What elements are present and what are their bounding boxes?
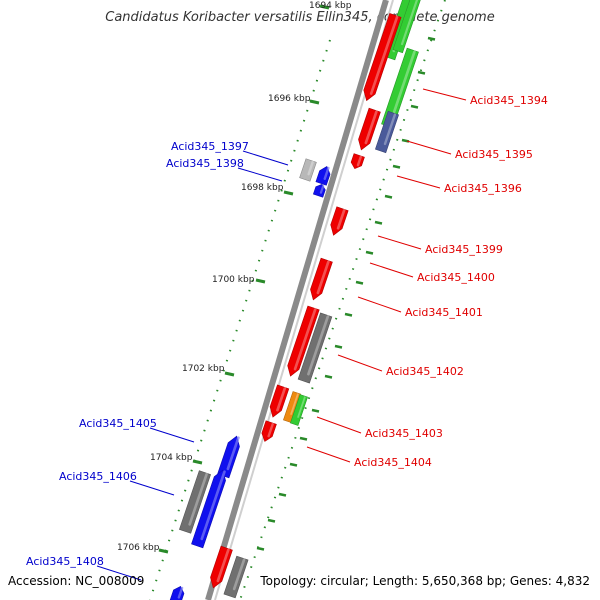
gene-label-right[interactable]: Acid345_1395 bbox=[455, 148, 533, 161]
track-dash bbox=[410, 104, 419, 109]
gene-arrow-lower bbox=[210, 545, 233, 589]
gene-arrow-Acid345-1401 bbox=[287, 305, 320, 377]
accession-text: Accession: NC_008009 bbox=[8, 574, 145, 588]
label-leader-line bbox=[396, 175, 441, 189]
label-leader-line bbox=[306, 446, 351, 463]
gene-label-right[interactable]: Acid345_1402 bbox=[386, 365, 464, 378]
green-feature bbox=[392, 0, 421, 54]
track-dash bbox=[384, 194, 393, 199]
track-dash bbox=[355, 280, 364, 285]
scale-tick-label: 1706 kbp bbox=[117, 543, 160, 553]
scale-tick bbox=[158, 548, 169, 554]
label-leader-line bbox=[96, 565, 142, 581]
track-dash bbox=[344, 312, 353, 317]
scale-tick-label: 1698 kbp bbox=[241, 183, 284, 193]
gene-label-right[interactable]: Acid345_1394 bbox=[470, 94, 548, 107]
label-leader-line bbox=[369, 262, 414, 278]
gene-label-right[interactable]: Acid345_1404 bbox=[354, 456, 432, 469]
gene-label-left[interactable]: Acid345_1398 bbox=[166, 157, 244, 170]
gene-arrow-Acid345-1399 bbox=[330, 206, 349, 236]
left-dotted-track bbox=[149, 39, 331, 600]
label-leader-line bbox=[357, 296, 402, 313]
gene-arrow-Acid345-1404 bbox=[261, 420, 277, 442]
scale-tick bbox=[319, 4, 330, 10]
gene-label-left[interactable]: Acid345_1406 bbox=[59, 470, 137, 483]
track-dash bbox=[417, 70, 426, 75]
track-dash bbox=[289, 462, 298, 467]
scale-tick-label: 1704 kbp bbox=[150, 453, 193, 463]
gene-arrow-Acid345-1394 bbox=[363, 13, 402, 102]
gene-label-left[interactable]: Acid345_1405 bbox=[79, 417, 157, 430]
slate-feature bbox=[375, 110, 399, 154]
gene-arrow-Acid345-1406 bbox=[191, 469, 226, 549]
label-leader-line bbox=[377, 235, 422, 250]
scale-tick bbox=[192, 459, 203, 465]
label-leader-line bbox=[237, 167, 283, 182]
gene-arrow-Acid345-1395 bbox=[358, 107, 381, 151]
grey-feature-Acid345-1406 bbox=[179, 470, 211, 534]
gene-label-right[interactable]: Acid345_1400 bbox=[417, 271, 495, 284]
gene-label-right[interactable]: Acid345_1396 bbox=[444, 182, 522, 195]
track-dash bbox=[334, 344, 343, 349]
track-dash bbox=[427, 36, 436, 41]
label-leader-line bbox=[242, 150, 289, 166]
gene-label-right[interactable]: Acid345_1401 bbox=[405, 306, 483, 319]
grey-feature-Acid345-1397 bbox=[299, 158, 317, 182]
label-leader-line bbox=[316, 416, 362, 434]
track-dash bbox=[324, 374, 333, 379]
gene-label-right[interactable]: Acid345_1399 bbox=[425, 243, 503, 256]
label-leader-line bbox=[422, 88, 467, 101]
scale-tick bbox=[283, 190, 294, 196]
backbone-outer bbox=[205, 0, 389, 600]
track-dash bbox=[299, 436, 308, 441]
track-dash bbox=[365, 250, 374, 255]
label-leader-line bbox=[129, 480, 175, 496]
track-dash bbox=[392, 164, 401, 169]
gene-arrow-Acid345-1405 bbox=[217, 435, 240, 479]
topology-text: Topology: circular; Length: 5,650,368 bp… bbox=[260, 574, 590, 588]
label-leader-line bbox=[149, 427, 195, 443]
grey-feature-lower bbox=[223, 555, 249, 599]
scale-tick bbox=[224, 371, 235, 377]
gene-arrow-Acid345-1408 bbox=[169, 586, 185, 600]
scale-tick-label: 1700 kbp bbox=[212, 275, 255, 285]
gene-label-left[interactable]: Acid345_1408 bbox=[26, 555, 104, 568]
scale-tick bbox=[309, 99, 320, 105]
track-dash bbox=[311, 408, 320, 413]
scale-tick-label: 1702 kbp bbox=[182, 364, 225, 374]
gene-arrow-Acid345-1397 bbox=[315, 166, 331, 186]
track-dash bbox=[267, 518, 276, 523]
gene-arrow-Acid345-1398 bbox=[312, 183, 326, 198]
gene-label-left[interactable]: Acid345_1397 bbox=[171, 140, 249, 153]
right-dotted-track bbox=[239, 0, 446, 600]
track-dash bbox=[256, 546, 265, 551]
backbone-inner bbox=[214, 0, 394, 600]
grey-feature-Acid345-1402 bbox=[297, 312, 333, 384]
gene-label-right[interactable]: Acid345_1403 bbox=[365, 427, 443, 440]
track-dash bbox=[278, 492, 287, 497]
scale-tick-label: 1696 kbp bbox=[268, 94, 311, 104]
label-leader-line bbox=[337, 354, 383, 372]
gene-arrow-Acid345-1400 bbox=[310, 257, 333, 301]
green-feature bbox=[290, 394, 308, 426]
scale-tick bbox=[255, 278, 266, 284]
gene-arrow-Acid345-1402 bbox=[269, 384, 290, 418]
track-dash bbox=[374, 220, 383, 225]
scale-tick-label: 1694 kbp bbox=[309, 1, 352, 11]
gene-arrow-Acid345-1396 bbox=[350, 153, 365, 170]
label-leader-line bbox=[406, 140, 452, 155]
